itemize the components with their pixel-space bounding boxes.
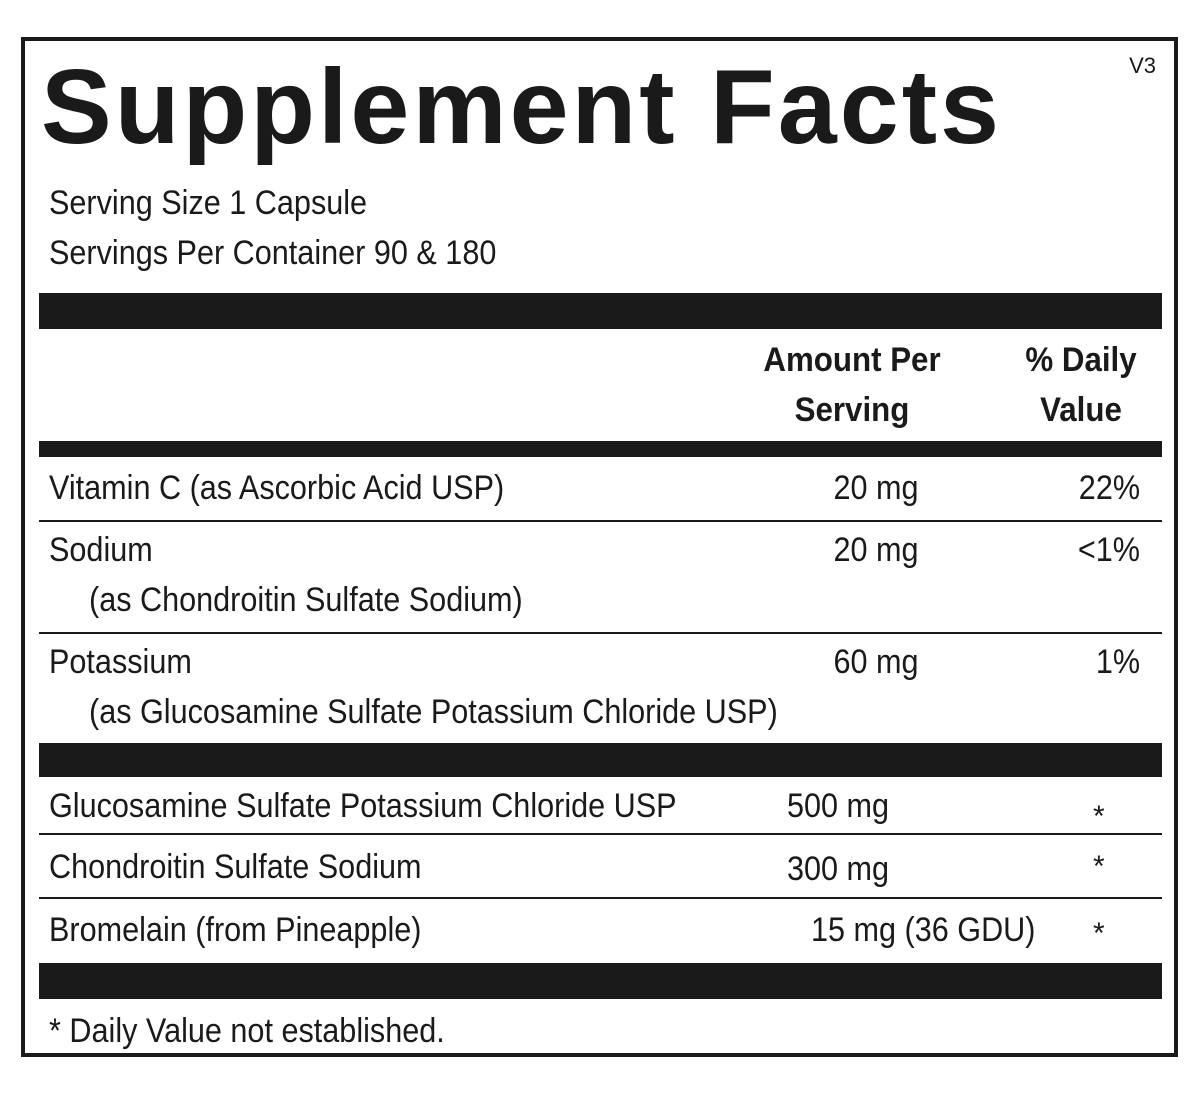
thick-divider-middle bbox=[39, 743, 1162, 777]
dv-header-line2: Value bbox=[1040, 391, 1122, 429]
row-divider bbox=[39, 897, 1162, 899]
ingredient-name: Chondroitin Sulfate Sodium bbox=[49, 848, 422, 886]
thick-divider-bottom bbox=[39, 963, 1162, 999]
nutrient-source: (as Glucosamine Sulfate Potassium Chlori… bbox=[89, 693, 778, 731]
row-divider bbox=[39, 632, 1162, 634]
nutrient-source: (as Chondroitin Sulfate Sodium) bbox=[89, 581, 523, 619]
thick-divider-header bbox=[39, 441, 1162, 457]
footnote: * Daily Value not established. bbox=[49, 1012, 445, 1050]
amount-header-line2: Serving bbox=[794, 391, 910, 429]
ingredient-name: Glucosamine Sulfate Potassium Chloride U… bbox=[49, 787, 677, 825]
nutrient-amount: 20 mg bbox=[832, 469, 918, 507]
ingredient-amount: 15 mg (36 GDU) bbox=[811, 911, 1036, 949]
version-code: V3 bbox=[1129, 53, 1156, 78]
ingredient-amount: 500 mg bbox=[787, 787, 890, 825]
ingredient-daily-value: * bbox=[1093, 850, 1105, 883]
panel-title: Supplement Facts bbox=[41, 48, 1002, 166]
nutrient-amount: 20 mg bbox=[832, 531, 918, 569]
ingredient-amount: 300 mg bbox=[787, 850, 890, 888]
amount-per-serving-header: Amount Per Serving bbox=[755, 335, 948, 435]
daily-value-header: % Daily Value bbox=[1006, 335, 1155, 435]
nutrient-name: Sodium bbox=[49, 531, 153, 569]
dv-header-line1: % Daily bbox=[1025, 341, 1137, 379]
ingredient-daily-value: * bbox=[1093, 917, 1105, 950]
amount-header-line1: Amount Per bbox=[763, 341, 941, 379]
nutrient-amount: 60 mg bbox=[832, 643, 918, 681]
nutrient-name: Potassium bbox=[49, 643, 192, 681]
row-divider bbox=[39, 520, 1162, 522]
thick-divider-top bbox=[39, 293, 1162, 329]
ingredient-name: Bromelain (from Pineapple) bbox=[49, 911, 422, 949]
nutrient-name: Vitamin C (as Ascorbic Acid USP) bbox=[49, 469, 505, 507]
supplement-facts-panel: V3 Supplement Facts Serving Size 1 Capsu… bbox=[21, 37, 1178, 1057]
nutrient-daily-value: <1% bbox=[1077, 531, 1140, 569]
serving-size: Serving Size 1 Capsule bbox=[49, 184, 368, 222]
ingredient-daily-value: * bbox=[1093, 800, 1105, 833]
nutrient-daily-value: 1% bbox=[1095, 643, 1140, 681]
nutrient-daily-value: 22% bbox=[1078, 469, 1140, 507]
servings-per-container: Servings Per Container 90 & 180 bbox=[49, 234, 497, 272]
row-divider bbox=[39, 833, 1162, 835]
